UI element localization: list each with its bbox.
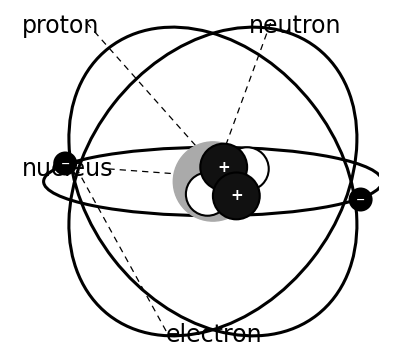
- Circle shape: [200, 144, 247, 191]
- Text: +: +: [217, 160, 230, 175]
- Text: proton: proton: [22, 14, 99, 38]
- Text: neutron: neutron: [249, 14, 341, 38]
- Text: −: −: [60, 159, 70, 168]
- Text: +: +: [230, 188, 243, 203]
- Circle shape: [225, 147, 269, 191]
- Circle shape: [54, 152, 76, 175]
- Circle shape: [349, 188, 372, 211]
- Circle shape: [173, 142, 252, 221]
- Text: −: −: [356, 195, 365, 204]
- Text: nucleus: nucleus: [22, 157, 114, 181]
- Text: electron: electron: [166, 323, 263, 347]
- Circle shape: [186, 172, 229, 216]
- Circle shape: [213, 172, 260, 219]
